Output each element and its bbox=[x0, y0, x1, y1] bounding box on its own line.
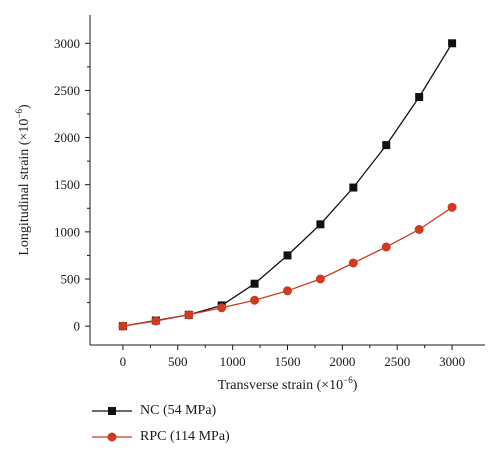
chart-canvas: 0 500 1000 1500 2000 2500 3000 0 500 1000 1500 2000… bbox=[14, 15, 485, 393]
data-point bbox=[316, 220, 325, 229]
data-point bbox=[382, 141, 391, 150]
legend-item-nc: NC (54 MPa) bbox=[90, 398, 230, 424]
x-tick-label: 1500 bbox=[275, 354, 301, 369]
legend-label-rpc: RPC (114 MPa) bbox=[140, 429, 230, 444]
y-tick-label: 3000 bbox=[54, 36, 80, 51]
data-point bbox=[414, 225, 424, 234]
data-point bbox=[315, 274, 325, 284]
data-point bbox=[447, 202, 457, 212]
data-point bbox=[415, 93, 424, 102]
data-point bbox=[381, 242, 391, 252]
legend: NC (54 MPa) RPC (114 MPa) bbox=[90, 398, 230, 450]
data-point bbox=[118, 321, 128, 331]
data-point bbox=[151, 316, 161, 326]
y-tick-label: 0 bbox=[74, 319, 81, 334]
y-tick-label: 1000 bbox=[54, 224, 80, 239]
series-line bbox=[122, 206, 453, 327]
series-layer bbox=[118, 39, 457, 331]
y-tick-label: 500 bbox=[61, 272, 81, 287]
y-tick-label: 2500 bbox=[54, 83, 80, 98]
y-tick-label: 1500 bbox=[54, 177, 80, 192]
y-axis-label: Longitudinal strain (×10−6) bbox=[14, 104, 32, 256]
series-1 bbox=[118, 202, 457, 331]
x-tick-label: 2500 bbox=[384, 354, 410, 369]
legend-marker-square-icon bbox=[92, 407, 132, 415]
legend-label-nc: NC (54 MPa) bbox=[140, 403, 217, 418]
data-point bbox=[448, 39, 457, 48]
x-tick-label: 3000 bbox=[439, 354, 465, 369]
x-tick-label: 2000 bbox=[329, 354, 355, 369]
legend-item-rpc: RPC (114 MPa) bbox=[90, 424, 230, 450]
series-line bbox=[122, 42, 453, 327]
x-tick-label: 1000 bbox=[220, 354, 246, 369]
data-point bbox=[283, 251, 292, 260]
x-tick-label: 0 bbox=[120, 354, 127, 369]
x-tick-label: 500 bbox=[168, 354, 188, 369]
data-point bbox=[348, 258, 358, 268]
data-point bbox=[283, 286, 292, 296]
y-tick-label: 2000 bbox=[54, 130, 80, 145]
ticks: 0 500 1000 1500 2000 2500 3000 0 500 1000 1500 2000… bbox=[54, 36, 465, 369]
x-axis-label: Transverse strain (×10−6) bbox=[218, 375, 358, 393]
data-point bbox=[250, 279, 259, 288]
data-point bbox=[250, 295, 260, 305]
data-point bbox=[217, 303, 227, 313]
legend-marker-circle-icon bbox=[92, 432, 132, 442]
data-point bbox=[184, 310, 194, 320]
data-point bbox=[349, 183, 358, 192]
axes bbox=[89, 15, 485, 346]
